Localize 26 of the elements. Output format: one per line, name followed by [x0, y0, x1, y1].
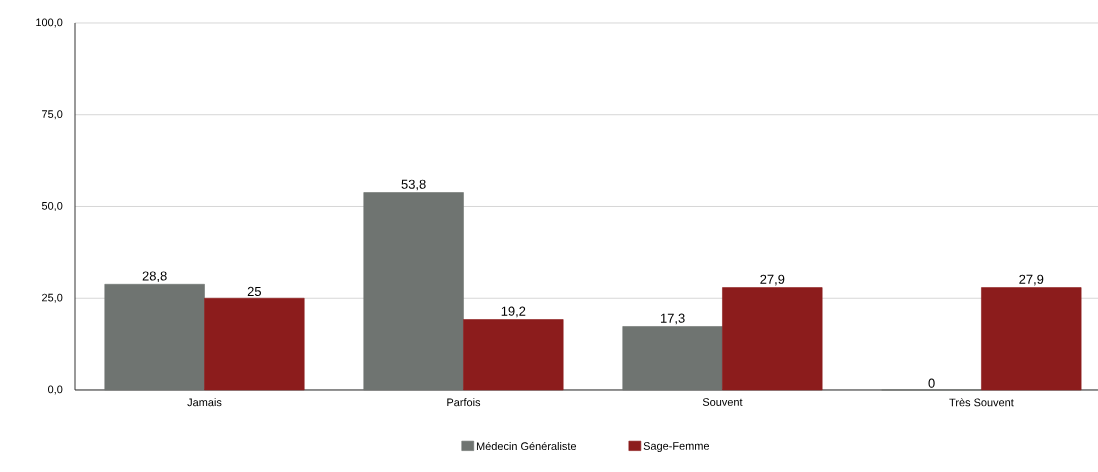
- data-label: 17,3: [660, 313, 685, 325]
- bar: [722, 287, 823, 391]
- legend-label: Médecin Généraliste: [476, 441, 577, 451]
- x-tick-label: Jamais: [187, 398, 222, 407]
- data-label: 27,9: [760, 274, 785, 286]
- data-label: 19,2: [501, 306, 526, 318]
- y-tick-label: 100,0: [36, 18, 63, 28]
- data-label: 27,9: [1019, 274, 1044, 286]
- data-label: 25: [247, 286, 262, 297]
- x-tick-label: Souvent: [702, 398, 743, 406]
- legend-label: Sage-Femme: [643, 442, 710, 453]
- bar: [104, 283, 205, 391]
- y-tick-label: 25,0: [42, 293, 63, 303]
- bar: [363, 192, 464, 391]
- x-tick-label: Très Souvent: [949, 398, 1014, 407]
- bar: [204, 297, 305, 391]
- y-tick-label: 0,0: [48, 385, 63, 395]
- x-tick-label: Parfois: [447, 398, 481, 407]
- y-tick-label: 75,0: [42, 110, 63, 120]
- data-label: 53,8: [401, 179, 426, 191]
- data-label: 28,8: [142, 271, 167, 283]
- data-label: 0: [928, 378, 935, 388]
- bar: [981, 287, 1082, 391]
- bar: [463, 319, 564, 391]
- bar: [622, 326, 723, 391]
- y-tick-label: 50,0: [41, 201, 63, 212]
